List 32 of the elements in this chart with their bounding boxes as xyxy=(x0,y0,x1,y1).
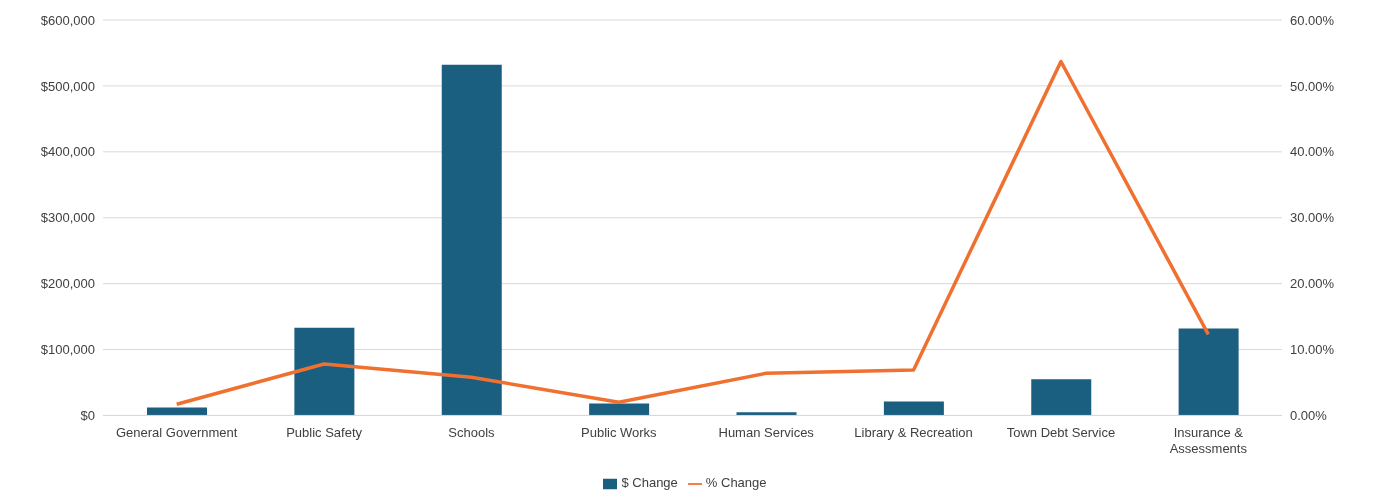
y-tick-label: $400,000 xyxy=(40,144,95,160)
x-tick-label: Town Debt Service xyxy=(1006,425,1116,441)
y2-tick-label: 60.00% xyxy=(1290,12,1335,28)
x-tick-label: Insurance & Assessments xyxy=(1169,425,1248,457)
y2-tick-label: 10.00% xyxy=(1290,342,1335,358)
bar xyxy=(589,403,650,416)
y2-tick-label: 50.00% xyxy=(1290,78,1335,94)
x-tick-label: Schools xyxy=(448,425,496,441)
y-tick-label: $200,000 xyxy=(40,276,95,292)
x-tick-label: Public Safety xyxy=(286,425,363,441)
y2-tick-label: 20.00% xyxy=(1290,276,1335,292)
y2-tick-label: 30.00% xyxy=(1290,210,1335,226)
x-tick-label: Library & Recreation xyxy=(854,425,973,441)
bar xyxy=(883,401,944,416)
y-tick-label: $500,000 xyxy=(40,78,95,94)
bar xyxy=(294,327,355,416)
line-series xyxy=(174,59,1211,406)
bar xyxy=(441,64,502,416)
y2-tick-label: 0.00% xyxy=(1290,408,1328,424)
bar xyxy=(1031,379,1092,416)
x-tick-label: Public Works xyxy=(581,425,658,441)
y-tick-label: $300,000 xyxy=(40,210,95,226)
y2-tick-label: 40.00% xyxy=(1290,144,1335,160)
x-tick-label: General Government xyxy=(115,425,238,441)
y-tick-label: $100,000 xyxy=(40,342,95,358)
legend-label: % Change xyxy=(705,475,767,491)
y-tick-label: $600,000 xyxy=(40,12,95,28)
x-tick-label: Human Services xyxy=(718,425,815,441)
bar xyxy=(1178,328,1239,416)
y-tick-label: $0 xyxy=(80,408,95,424)
legend-label: $ Change xyxy=(621,475,678,491)
bar xyxy=(736,412,797,416)
